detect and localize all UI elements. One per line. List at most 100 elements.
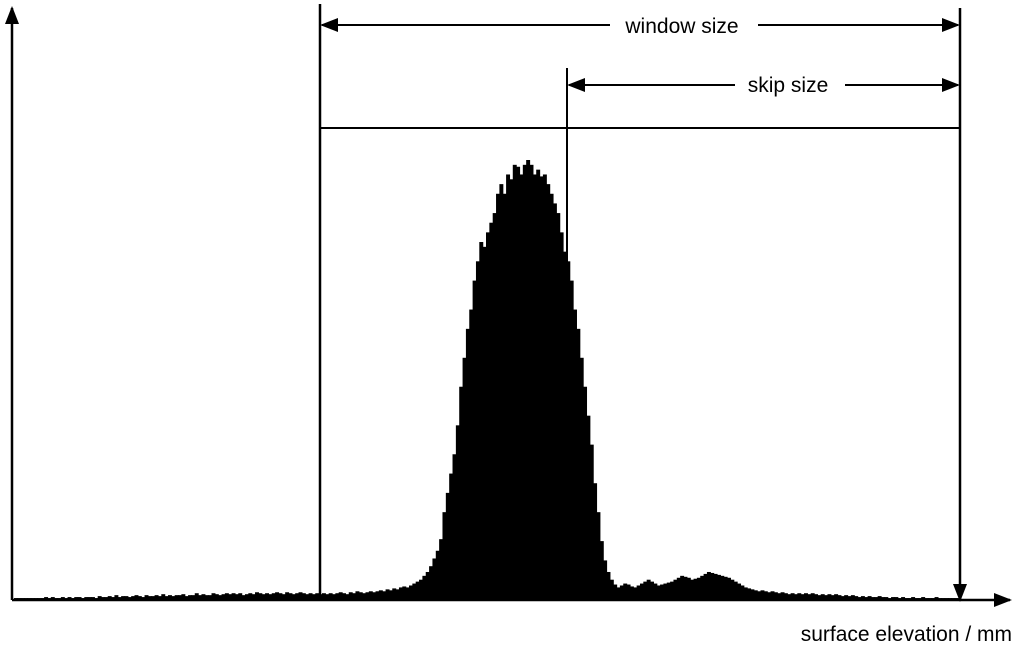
- histogram-bar: [727, 577, 731, 599]
- histogram-bar: [526, 160, 531, 599]
- histogram-bar: [867, 596, 872, 599]
- histogram-bar: [917, 598, 922, 599]
- histogram-bar: [814, 594, 819, 599]
- histogram-bar: [740, 585, 745, 599]
- histogram-bar: [244, 594, 249, 599]
- histogram-bar: [857, 597, 862, 599]
- histogram-bar: [104, 597, 109, 599]
- histogram-bar: [763, 591, 768, 599]
- histogram-bar: [599, 541, 604, 599]
- histogram-bar: [57, 598, 62, 599]
- histogram-bar: [636, 585, 641, 599]
- histogram-bar: [382, 591, 387, 599]
- histogram-bar: [27, 598, 32, 599]
- histogram-bar: [519, 174, 524, 599]
- histogram-bar: [231, 593, 236, 599]
- histogram-bar: [603, 560, 608, 599]
- histogram-bar: [201, 594, 206, 599]
- histogram-bar: [613, 584, 618, 599]
- histogram-bar: [144, 595, 149, 599]
- histogram-bar: [64, 598, 69, 599]
- histogram-bar: [84, 597, 89, 599]
- histogram-bar: [121, 596, 126, 599]
- histogram-bar: [874, 597, 879, 599]
- histogram-bar: [891, 597, 895, 599]
- histogram-bar: [50, 597, 55, 599]
- histogram-bar: [305, 594, 310, 599]
- histogram-bar: [248, 593, 253, 599]
- histogram-bar: [362, 593, 367, 599]
- histogram-bar: [522, 164, 527, 599]
- histogram-bar: [134, 595, 139, 599]
- histogram-bar: [944, 598, 949, 599]
- histogram-bar: [820, 594, 825, 599]
- histogram-bar: [54, 598, 59, 599]
- histogram-bar: [465, 328, 470, 599]
- histogram-bar: [793, 594, 798, 599]
- histogram-bar: [619, 585, 624, 599]
- histogram-bar: [693, 578, 698, 599]
- histogram-bar: [850, 595, 855, 599]
- histogram-bar: [894, 597, 899, 599]
- histogram-bar: [700, 575, 705, 599]
- histogram-bar: [30, 598, 35, 599]
- histogram-bar: [569, 280, 574, 599]
- histogram-bar: [87, 597, 92, 599]
- histogram-bar: [907, 598, 912, 599]
- histogram-bar: [459, 386, 464, 599]
- histogram-bar: [810, 593, 815, 599]
- histogram-bar: [164, 596, 169, 599]
- histogram-bar: [20, 598, 25, 599]
- histogram-bar: [780, 592, 785, 599]
- histogram-bar: [536, 169, 541, 599]
- histogram-bar: [566, 261, 571, 599]
- histogram-bar: [402, 586, 407, 599]
- histogram-bar: [492, 213, 497, 599]
- histogram-bar: [372, 592, 377, 599]
- histogram-bar: [716, 574, 721, 599]
- histogram-bar: [753, 590, 758, 599]
- histogram-bar: [512, 164, 517, 599]
- histogram-bar: [546, 184, 551, 599]
- histogram-bar: [881, 597, 885, 599]
- histogram-bar: [342, 593, 347, 599]
- histogram-bar: [462, 357, 467, 599]
- histogram-bar: [127, 597, 132, 599]
- histogram-bar: [583, 386, 588, 599]
- histogram-bar: [502, 193, 507, 599]
- histogram-bar: [251, 594, 256, 599]
- histogram-bar: [44, 597, 49, 599]
- histogram-bar: [321, 593, 326, 599]
- histogram-bar: [623, 583, 628, 599]
- histogram-bar: [506, 174, 511, 599]
- histogram-bar: [34, 598, 39, 599]
- histogram-bar: [301, 593, 306, 599]
- histogram-bar: [573, 309, 577, 599]
- histogram-bar: [489, 222, 494, 599]
- histogram-bar: [650, 581, 654, 599]
- histogram-bar: [509, 179, 514, 600]
- histogram-bar: [552, 203, 557, 600]
- histogram-bar: [914, 598, 919, 599]
- histogram-bar: [673, 579, 678, 599]
- histogram-bar: [479, 242, 484, 599]
- histogram-bar: [864, 597, 869, 599]
- histogram-bar: [877, 596, 882, 599]
- histogram-bar: [111, 597, 116, 599]
- histogram-bar: [157, 596, 162, 599]
- histogram-bar: [412, 583, 417, 599]
- histogram-bar: [338, 592, 343, 599]
- histogram-bar: [646, 579, 651, 599]
- histogram-bar: [154, 595, 159, 599]
- histogram-bar: [639, 583, 644, 599]
- histogram-bar: [854, 596, 859, 599]
- histogram-bar: [285, 592, 290, 599]
- histogram-bar: [586, 415, 591, 599]
- histogram-bar: [101, 597, 105, 599]
- histogram-bar: [315, 593, 320, 599]
- histogram-bar: [271, 593, 276, 599]
- histogram-bar: [676, 577, 681, 599]
- histogram-bar: [730, 579, 735, 599]
- histogram-bar: [941, 598, 946, 599]
- histogram-bar: [482, 246, 487, 599]
